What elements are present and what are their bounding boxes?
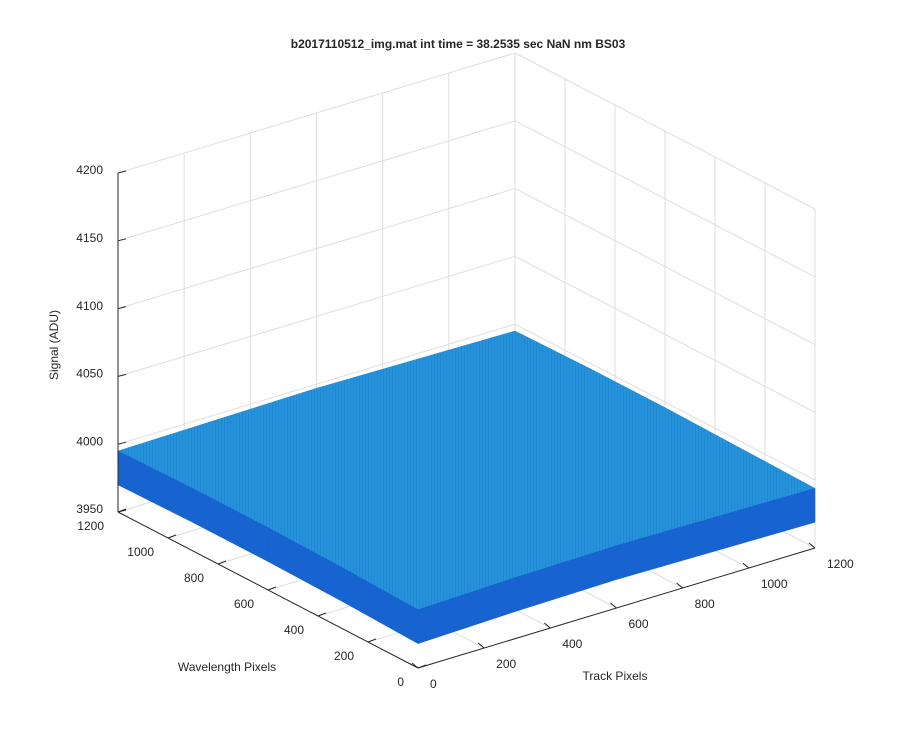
z-tick bbox=[117, 373, 127, 377]
x-tick bbox=[610, 602, 617, 609]
grid-line bbox=[117, 255, 516, 377]
grid-line bbox=[514, 323, 816, 481]
y-tick bbox=[367, 638, 377, 643]
grid-line bbox=[514, 52, 816, 210]
surface-texture bbox=[442, 503, 617, 577]
x-tick bbox=[544, 622, 551, 629]
z-tick bbox=[117, 306, 127, 310]
surface-texture bbox=[193, 455, 368, 528]
x-axis-title: Track Pixels bbox=[583, 669, 648, 683]
x-tick-label: 0 bbox=[430, 677, 437, 691]
y-tick bbox=[267, 586, 277, 591]
y-tick-label: 1200 bbox=[77, 519, 104, 533]
surface-texture bbox=[268, 494, 443, 568]
x-tick-label: 200 bbox=[496, 657, 516, 671]
y-tick-label: 0 bbox=[397, 675, 404, 689]
z-tick bbox=[117, 441, 127, 445]
surface-texture bbox=[118, 419, 293, 489]
z-tick-label: 3950 bbox=[76, 502, 103, 516]
surface-texture bbox=[367, 463, 542, 536]
surface-side bbox=[715, 488, 816, 552]
surface-texture bbox=[292, 424, 467, 495]
surface-texture bbox=[391, 395, 566, 464]
y-tick bbox=[417, 664, 427, 669]
x-tick-label: 1200 bbox=[827, 557, 854, 571]
surface-texture bbox=[640, 447, 815, 517]
x-tick bbox=[411, 662, 419, 669]
y-tick bbox=[217, 560, 227, 565]
x-tick bbox=[742, 562, 750, 569]
grid-line bbox=[117, 188, 516, 310]
x-tick-label: 800 bbox=[695, 597, 715, 611]
y-tick-label: 600 bbox=[234, 597, 254, 611]
z-tick-label: 4050 bbox=[76, 367, 103, 381]
x-tick bbox=[477, 642, 485, 649]
x-tick-label: 400 bbox=[562, 637, 582, 651]
z-tick bbox=[117, 170, 127, 174]
grid-line bbox=[117, 52, 516, 174]
z-axis-title: Signal (ADU) bbox=[47, 310, 61, 380]
surface-texture bbox=[466, 434, 641, 504]
y-tick bbox=[317, 612, 327, 617]
grid-line bbox=[117, 323, 516, 445]
x-tick-label: 600 bbox=[629, 617, 649, 631]
z-tick-label: 4200 bbox=[76, 163, 103, 177]
x-tick bbox=[676, 582, 683, 589]
y-tick-label: 400 bbox=[284, 623, 304, 637]
z-tick bbox=[117, 509, 127, 513]
grid-line bbox=[514, 188, 816, 346]
chart-title: b2017110512_img.mat int time = 38.2535 s… bbox=[291, 37, 626, 51]
surface-texture bbox=[415, 330, 590, 396]
z-tick-label: 4150 bbox=[76, 231, 103, 245]
surface-texture bbox=[565, 407, 740, 476]
x-tick bbox=[808, 542, 816, 549]
surface-texture bbox=[217, 388, 392, 456]
z-tick-label: 4000 bbox=[76, 434, 103, 448]
surface-layer bbox=[117, 330, 816, 645]
grid-line bbox=[117, 120, 516, 242]
grid-line bbox=[514, 120, 816, 278]
axes-layer: 0 200 400 600 800 1000 1200 0 200 400 600 800 1000 12… bbox=[76, 163, 854, 691]
y-axis-title: Wavelength Pixels bbox=[178, 660, 276, 674]
y-tick-label: 200 bbox=[334, 649, 354, 663]
y-tick-label: 800 bbox=[184, 571, 204, 585]
grid-line bbox=[514, 255, 816, 413]
y-tick-label: 1000 bbox=[127, 545, 154, 559]
z-tick-label: 4100 bbox=[76, 299, 103, 313]
y-tick bbox=[167, 534, 177, 539]
x-tick-label: 1000 bbox=[761, 577, 788, 591]
z-tick bbox=[117, 238, 127, 242]
